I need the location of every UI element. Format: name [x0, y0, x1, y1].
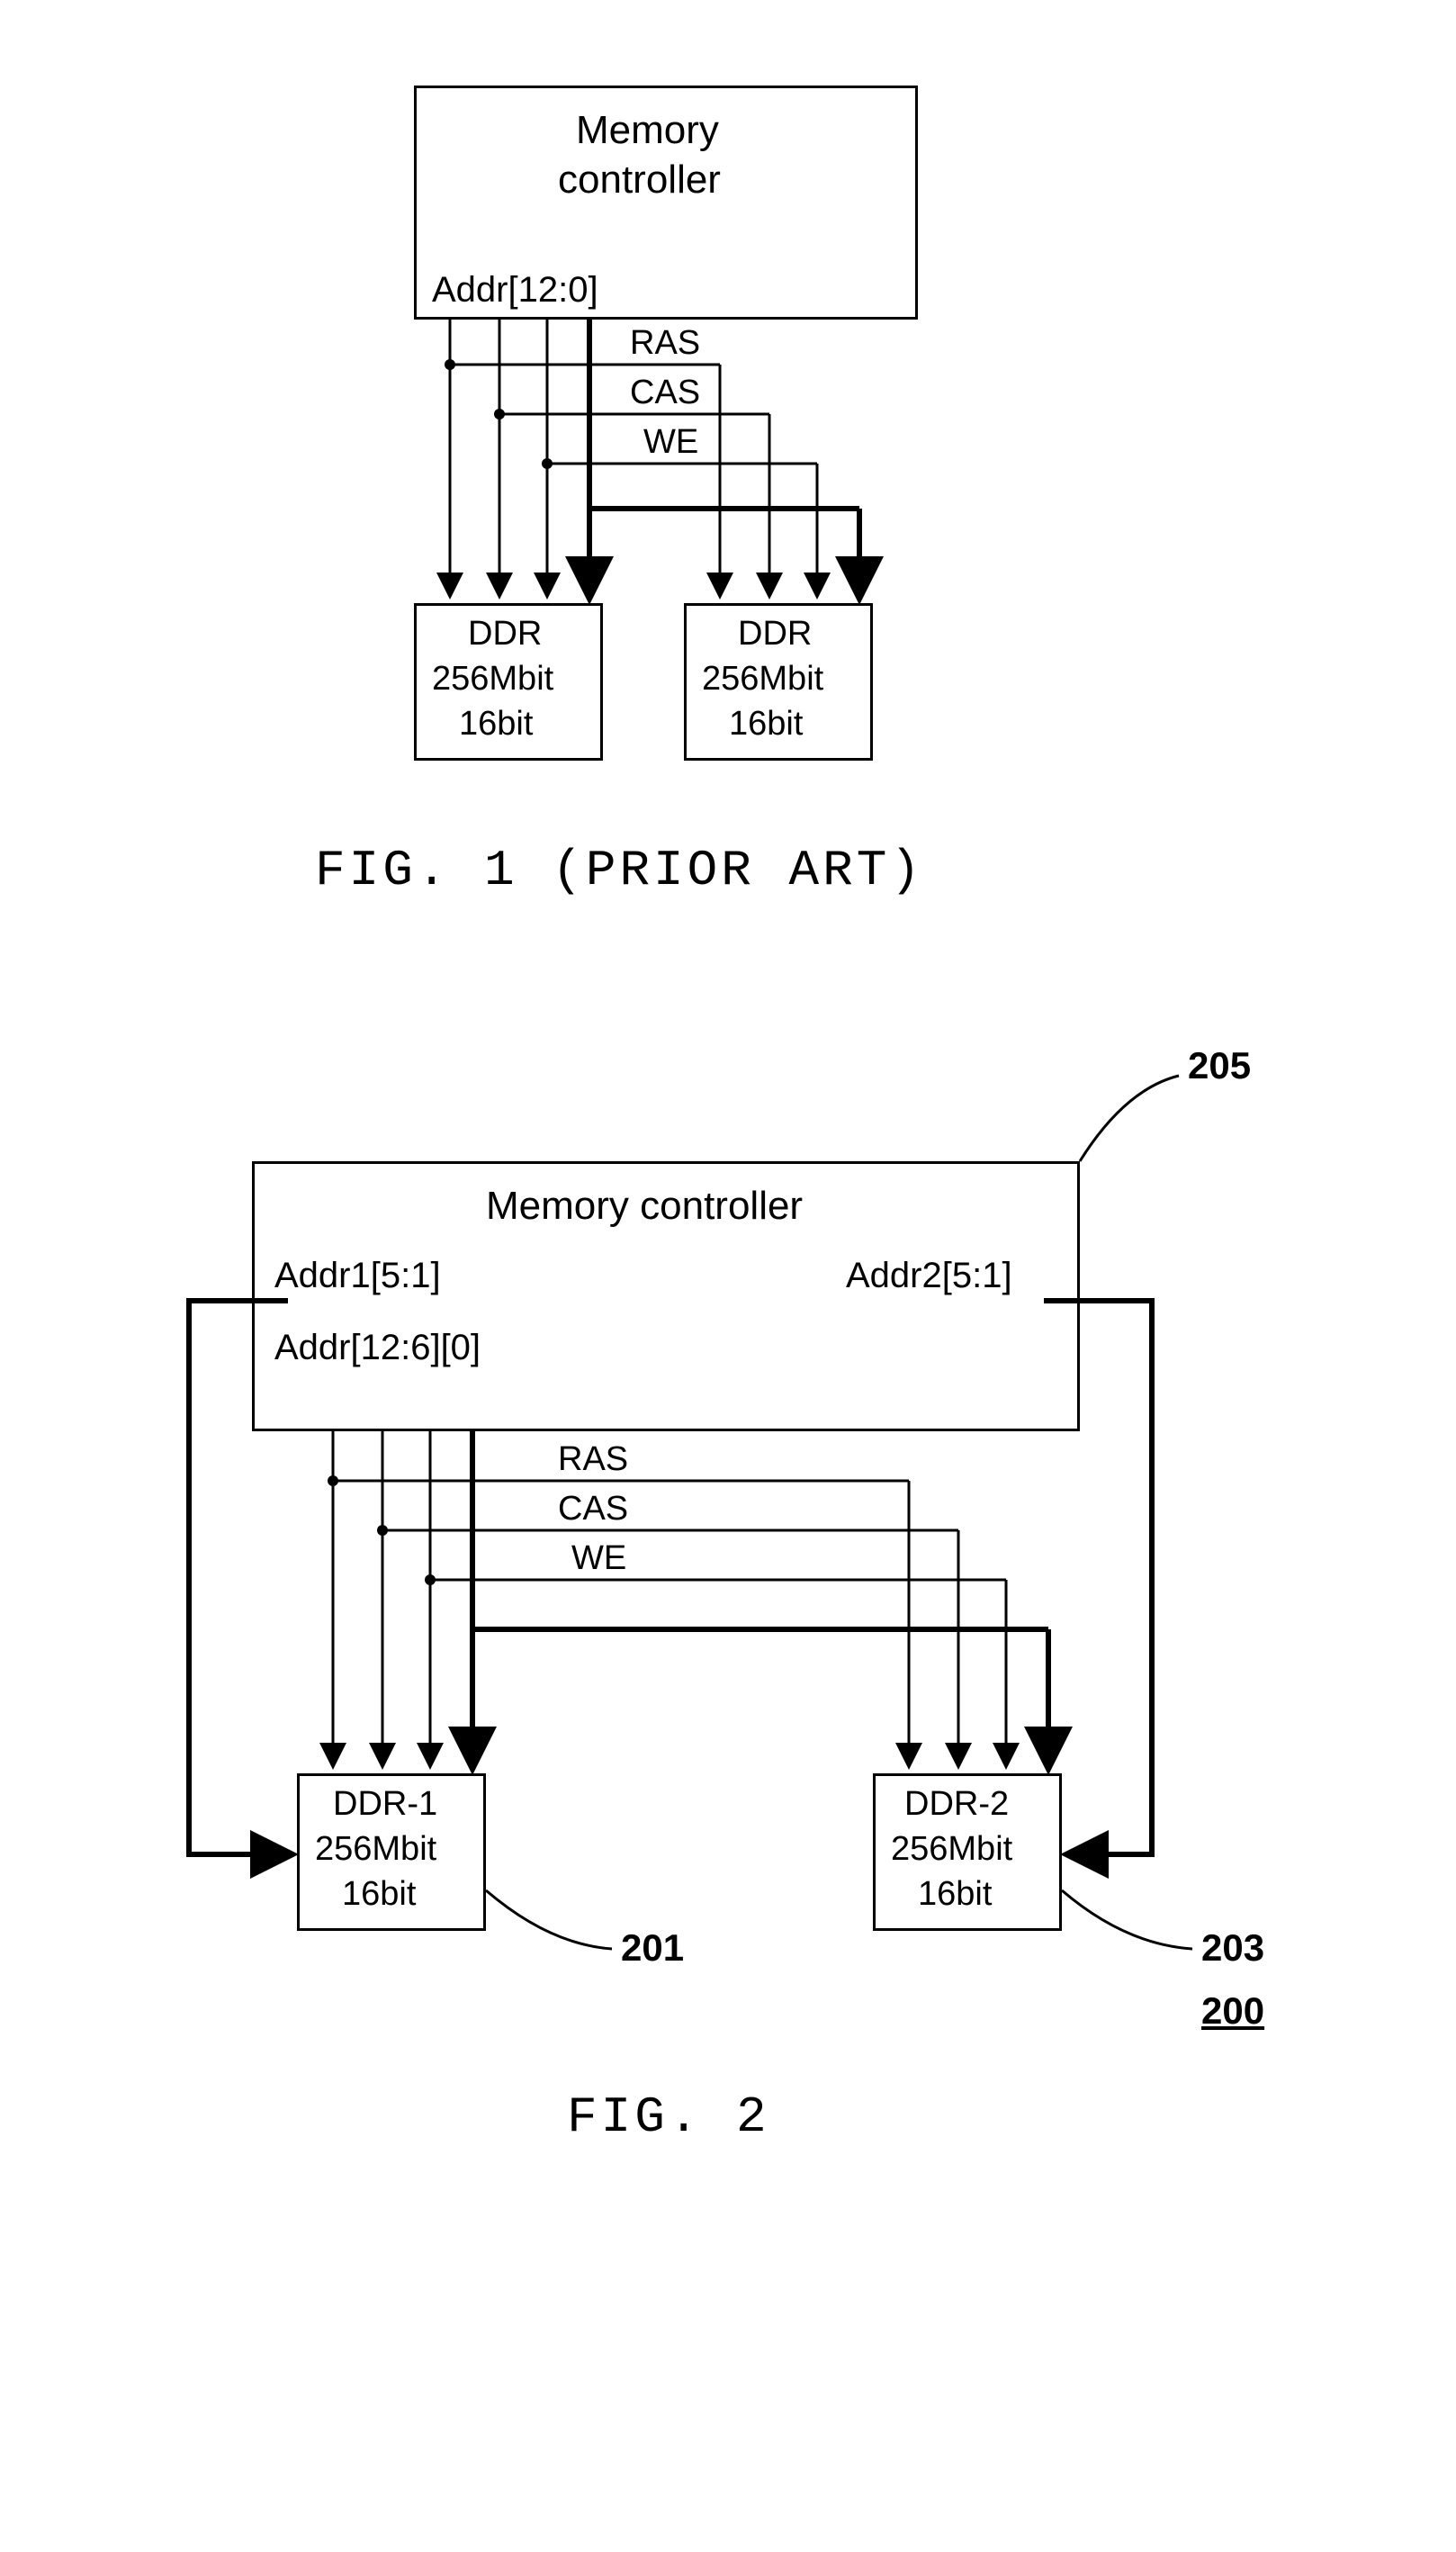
page: Memory controller Addr[12:0] DDR 256Mbit… — [0, 0, 1456, 2552]
fig2-caption: FIG. 2 — [567, 2088, 770, 2146]
fig2-arrows — [0, 0, 1456, 2552]
